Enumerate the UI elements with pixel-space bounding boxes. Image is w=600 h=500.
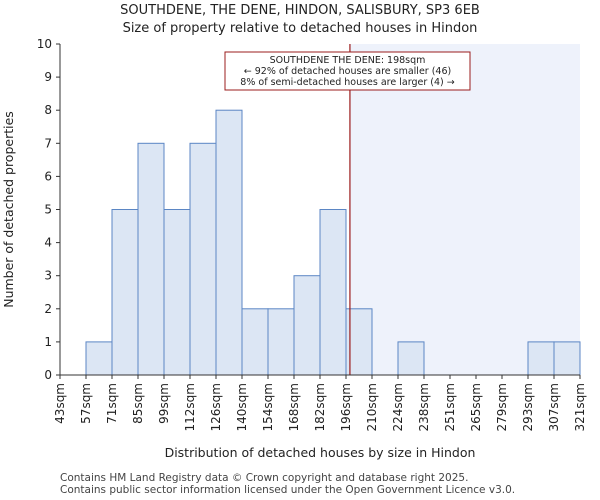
x-tick-label: 112sqm	[183, 383, 197, 431]
histogram-bar	[215, 109, 243, 376]
y-tick-label: 7	[44, 136, 52, 150]
histogram-bar	[397, 341, 425, 376]
y-tick-label: 8	[44, 103, 52, 117]
x-tick-label: 71sqm	[105, 383, 119, 424]
x-tick-label: 210sqm	[365, 383, 379, 431]
x-tick-label: 251sqm	[443, 383, 457, 431]
x-tick-label: 196sqm	[339, 383, 353, 431]
y-tick-label: 9	[44, 70, 52, 84]
x-tick-label: 168sqm	[287, 383, 301, 431]
x-tick-label: 99sqm	[157, 383, 171, 424]
x-tick-label: 238sqm	[417, 383, 431, 431]
x-tick-label: 265sqm	[469, 383, 483, 431]
histogram-bar	[553, 341, 581, 376]
histogram-bar	[111, 209, 139, 376]
histogram-bar	[293, 275, 321, 376]
footer-line-1: Contains HM Land Registry data © Crown c…	[60, 472, 469, 484]
footer-line-2: Contains public sector information licen…	[60, 484, 516, 496]
x-tick-label: 43sqm	[53, 383, 67, 424]
histogram-bar	[267, 308, 295, 376]
y-axis-label: Number of detached properties	[1, 111, 16, 308]
histogram-bar	[189, 142, 217, 376]
y-tick-label: 3	[44, 269, 52, 283]
larger-region-shade	[349, 44, 580, 375]
annotation-line: ← 92% of detached houses are smaller (46…	[244, 66, 451, 77]
y-tick-label: 2	[44, 302, 52, 316]
x-tick-label: 85sqm	[131, 383, 145, 424]
y-tick-label: 10	[37, 37, 52, 51]
chart-subtitle: Size of property relative to detached ho…	[122, 21, 478, 36]
x-tick-label: 154sqm	[261, 383, 275, 431]
annotation-line: 8% of semi-detached houses are larger (4…	[240, 77, 454, 88]
x-tick-label: 279sqm	[495, 383, 509, 431]
x-tick-label: 321sqm	[573, 383, 587, 431]
x-tick-label: 140sqm	[235, 383, 249, 431]
y-tick-label: 0	[44, 368, 52, 382]
histogram-bar	[319, 209, 347, 376]
annotation-line: SOUTHDENE THE DENE: 198sqm	[270, 55, 426, 66]
y-tick-label: 4	[44, 236, 52, 250]
annotation-box	[224, 51, 471, 91]
x-tick-label: 126sqm	[209, 383, 223, 431]
y-tick-label: 1	[44, 335, 52, 349]
x-tick-label: 224sqm	[391, 383, 405, 431]
histogram-bar	[85, 341, 113, 376]
histogram-bar	[137, 142, 165, 376]
x-tick-label: 57sqm	[79, 383, 93, 424]
x-tick-label: 307sqm	[547, 383, 561, 431]
y-tick-label: 5	[44, 203, 52, 217]
x-tick-label: 182sqm	[313, 383, 327, 431]
x-tick-label: 293sqm	[521, 383, 535, 431]
histogram-bar	[241, 308, 269, 376]
y-tick-label: 6	[44, 169, 52, 183]
histogram-bar	[527, 341, 555, 376]
chart-title: SOUTHDENE, THE DENE, HINDON, SALISBURY, …	[120, 3, 480, 18]
x-axis-label: Distribution of detached houses by size …	[165, 445, 476, 460]
histogram-bar	[163, 209, 191, 376]
